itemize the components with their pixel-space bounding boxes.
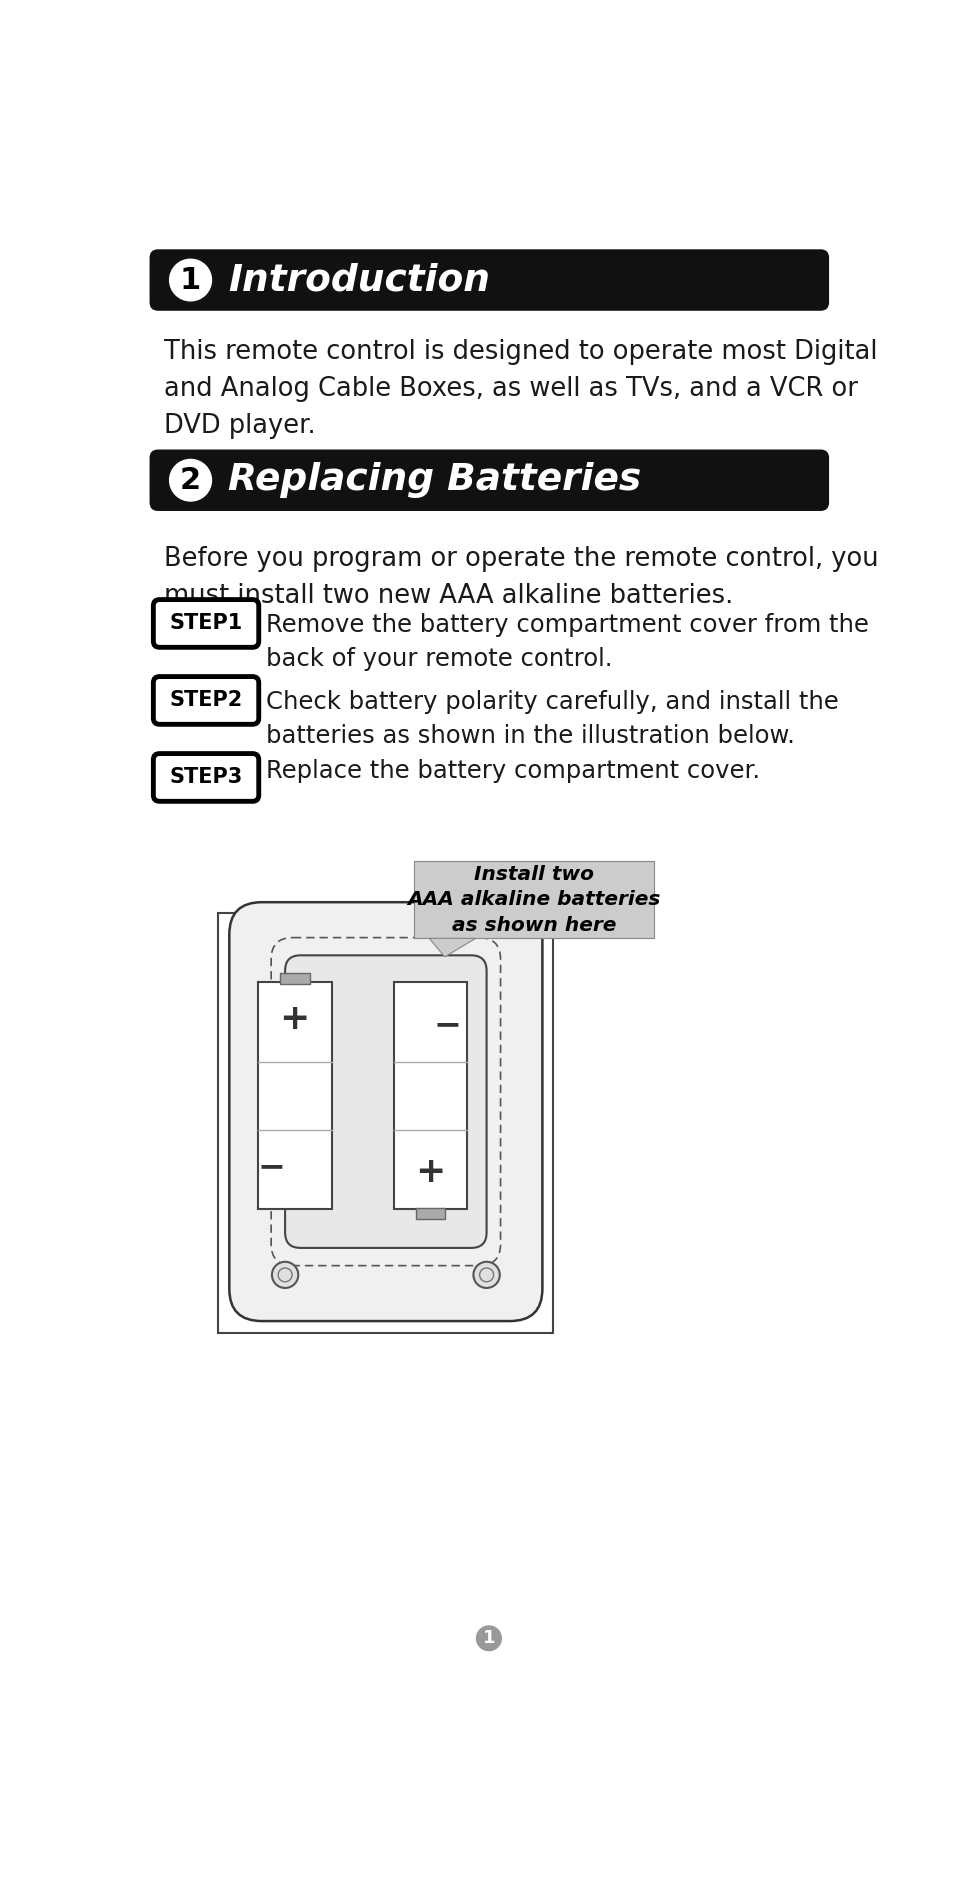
Circle shape xyxy=(170,259,212,300)
Text: +: + xyxy=(415,1155,445,1189)
FancyBboxPatch shape xyxy=(153,753,258,802)
FancyBboxPatch shape xyxy=(285,956,486,1247)
Text: −: − xyxy=(257,1151,285,1183)
Text: −: − xyxy=(433,1008,461,1040)
Text: Check battery polarity carefully, and install the
batteries as shown in the illu: Check battery polarity carefully, and in… xyxy=(266,689,839,747)
Bar xyxy=(394,982,467,1209)
Polygon shape xyxy=(429,939,476,958)
Circle shape xyxy=(272,1262,298,1288)
Text: Before you program or operate the remote control, you
must install two new AAA a: Before you program or operate the remote… xyxy=(164,546,878,608)
Text: +: + xyxy=(279,1003,310,1037)
Text: Install two
AAA alkaline batteries
as shown here: Install two AAA alkaline batteries as sh… xyxy=(407,864,659,935)
Text: Replace the battery compartment cover.: Replace the battery compartment cover. xyxy=(266,759,760,783)
Text: Replacing Batteries: Replacing Batteries xyxy=(228,462,640,498)
Text: 1: 1 xyxy=(482,1630,495,1647)
Text: STEP1: STEP1 xyxy=(170,614,242,633)
Circle shape xyxy=(473,1262,499,1288)
Text: This remote control is designed to operate most Digital
and Analog Cable Boxes, : This remote control is designed to opera… xyxy=(164,340,877,439)
FancyBboxPatch shape xyxy=(150,250,827,310)
FancyBboxPatch shape xyxy=(229,901,542,1320)
Text: 2: 2 xyxy=(180,466,201,494)
Circle shape xyxy=(476,1626,500,1651)
FancyBboxPatch shape xyxy=(153,676,258,725)
Circle shape xyxy=(170,460,212,501)
Bar xyxy=(257,982,332,1209)
Bar xyxy=(280,973,309,984)
Bar xyxy=(218,913,553,1333)
Text: STEP2: STEP2 xyxy=(170,691,242,710)
Text: STEP3: STEP3 xyxy=(170,768,242,787)
Text: 1: 1 xyxy=(180,265,201,295)
Text: Introduction: Introduction xyxy=(228,263,489,299)
FancyBboxPatch shape xyxy=(153,599,258,648)
Text: Remove the battery compartment cover from the
back of your remote control.: Remove the battery compartment cover fro… xyxy=(266,612,868,670)
Bar xyxy=(416,1208,445,1219)
FancyBboxPatch shape xyxy=(414,862,654,939)
FancyBboxPatch shape xyxy=(150,451,827,511)
